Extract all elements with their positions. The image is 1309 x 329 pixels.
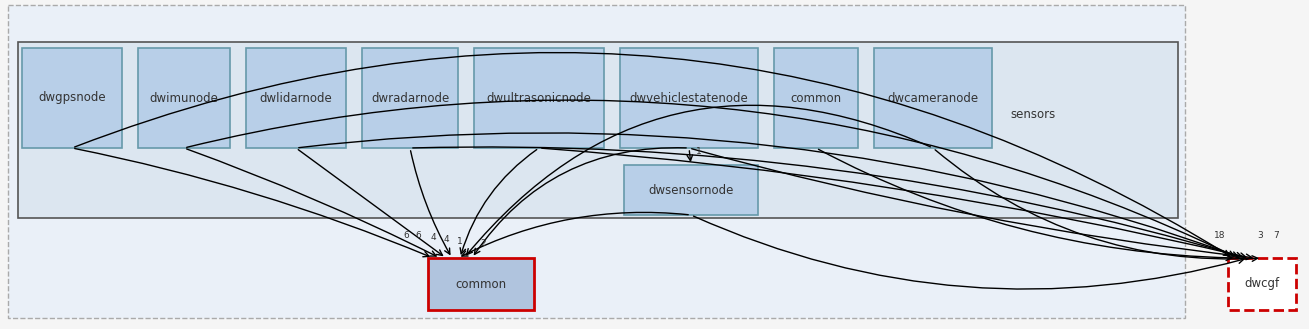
- Text: dwradarnode: dwradarnode: [370, 91, 449, 105]
- Text: 4: 4: [431, 234, 436, 242]
- Text: 1: 1: [696, 147, 702, 156]
- Text: 6: 6: [403, 232, 408, 240]
- Text: 1: 1: [457, 238, 463, 246]
- Text: dwsensornode: dwsensornode: [648, 184, 733, 196]
- FancyBboxPatch shape: [620, 48, 758, 148]
- FancyBboxPatch shape: [363, 48, 458, 148]
- FancyBboxPatch shape: [428, 258, 534, 310]
- FancyBboxPatch shape: [624, 165, 758, 215]
- Text: dwvehiclestatenode: dwvehiclestatenode: [630, 91, 749, 105]
- Text: 18: 18: [1215, 232, 1225, 240]
- FancyBboxPatch shape: [246, 48, 346, 148]
- Text: 6: 6: [415, 232, 421, 240]
- Text: dwcameranode: dwcameranode: [888, 91, 979, 105]
- Text: 2: 2: [480, 240, 486, 248]
- Text: dwnodes: dwnodes: [571, 0, 623, 3]
- FancyBboxPatch shape: [1228, 258, 1296, 310]
- FancyBboxPatch shape: [874, 48, 992, 148]
- FancyBboxPatch shape: [137, 48, 230, 148]
- Text: common: common: [456, 277, 507, 291]
- FancyBboxPatch shape: [8, 5, 1185, 318]
- Text: dwgpsnode: dwgpsnode: [38, 91, 106, 105]
- Text: dwultrasonicnode: dwultrasonicnode: [487, 91, 592, 105]
- Text: common: common: [791, 91, 842, 105]
- Text: dwcgf: dwcgf: [1245, 277, 1280, 291]
- Text: dwlidarnode: dwlidarnode: [259, 91, 332, 105]
- Text: 3: 3: [1257, 232, 1263, 240]
- Text: dwimunode: dwimunode: [149, 91, 219, 105]
- FancyBboxPatch shape: [22, 48, 122, 148]
- FancyBboxPatch shape: [774, 48, 857, 148]
- Text: 7: 7: [1274, 232, 1279, 240]
- FancyBboxPatch shape: [18, 42, 1178, 218]
- FancyBboxPatch shape: [474, 48, 603, 148]
- Text: 4: 4: [444, 236, 449, 244]
- Text: sensors: sensors: [1011, 108, 1055, 120]
